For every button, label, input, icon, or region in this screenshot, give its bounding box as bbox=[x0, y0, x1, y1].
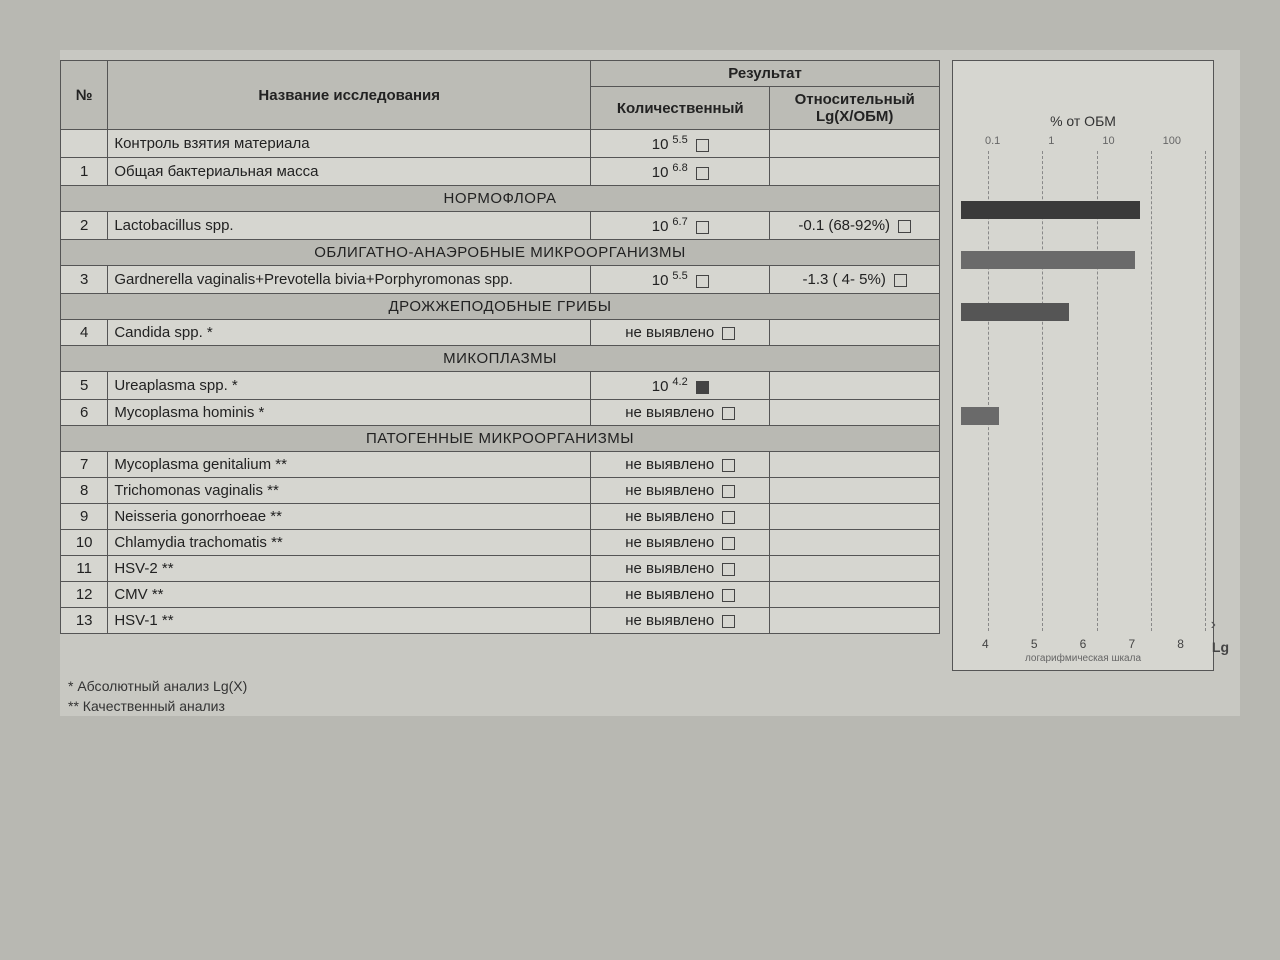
section-header: МИКОПЛАЗМЫ bbox=[61, 346, 940, 372]
col-result-header: Результат bbox=[591, 61, 940, 87]
table-row: 4 Candida spp. * не выявлено bbox=[61, 320, 940, 346]
table-row: 2 Lactobacillus spp. 106.7 -0.1 (68-92%) bbox=[61, 212, 940, 240]
table-row: 12 CMV ** не выявлено bbox=[61, 582, 940, 608]
checkbox-icon bbox=[722, 563, 735, 576]
table-row: 11 HSV-2 ** не выявлено bbox=[61, 556, 940, 582]
checkbox-icon bbox=[894, 274, 907, 287]
table-row: 9 Neisseria gonorrhoeae ** не выявлено bbox=[61, 504, 940, 530]
checkbox-icon bbox=[722, 537, 735, 550]
checkbox-icon bbox=[696, 221, 709, 234]
table-row: 5 Ureaplasma spp. * 104.2 bbox=[61, 372, 940, 400]
table-row: 3 Gardnerella vaginalis+Prevotella bivia… bbox=[61, 266, 940, 294]
checkbox-icon bbox=[722, 327, 735, 340]
footnotes: * Абсолютный анализ Lg(X) ** Качественны… bbox=[60, 677, 1240, 716]
checkbox-icon bbox=[696, 167, 709, 180]
section-header: НОРМОФЛОРА bbox=[61, 186, 940, 212]
table-row: Контроль взятия материала 105.5 bbox=[61, 130, 940, 158]
chart-top-scale: 0.1 1 10 100 bbox=[953, 135, 1213, 151]
checkbox-icon bbox=[722, 589, 735, 602]
checkbox-icon bbox=[696, 381, 709, 394]
checkbox-icon bbox=[696, 275, 709, 288]
footnote-2: ** Качественный анализ bbox=[68, 697, 1240, 717]
checkbox-icon bbox=[722, 459, 735, 472]
results-table: № Название исследования Результат Количе… bbox=[60, 60, 940, 634]
footnote-1: * Абсолютный анализ Lg(X) bbox=[68, 677, 1240, 697]
table-row: 8 Trichomonas vaginalis ** не выявлено bbox=[61, 478, 940, 504]
chart-bottom-axis: 4 5 6 7 8 Lg bbox=[953, 631, 1213, 653]
table-row: 13 HSV-1 ** не выявлено bbox=[61, 608, 940, 634]
chart-bar bbox=[961, 201, 1140, 219]
checkbox-icon bbox=[722, 485, 735, 498]
checkbox-icon bbox=[722, 615, 735, 628]
checkbox-icon bbox=[722, 511, 735, 524]
lg-label: Lg bbox=[1212, 639, 1229, 655]
col-num-header: № bbox=[61, 61, 108, 130]
table-row: 10 Chlamydia trachomatis ** не выявлено bbox=[61, 530, 940, 556]
percent-chart: % от ОБМ 0.1 1 10 100 › 4 5 6 7 8 Lg лог… bbox=[952, 60, 1214, 671]
table-row: 7 Mycoplasma genitalium ** не выявлено bbox=[61, 452, 940, 478]
chart-bar bbox=[961, 407, 999, 425]
chart-subtitle: логарифмическая шкала bbox=[953, 653, 1213, 670]
chart-body bbox=[961, 151, 1205, 631]
checkbox-icon bbox=[898, 220, 911, 233]
checkbox-icon bbox=[696, 139, 709, 152]
report-sheet: № Название исследования Результат Количе… bbox=[60, 50, 1240, 716]
table-row: 6 Mycoplasma hominis * не выявлено bbox=[61, 400, 940, 426]
col-name-header: Название исследования bbox=[108, 61, 591, 130]
col-quant-header: Количественный bbox=[591, 87, 770, 130]
col-rel-header: Относительный Lg(X/ОБМ) bbox=[770, 87, 940, 130]
table-row: 1 Общая бактериальная масса 106.8 bbox=[61, 158, 940, 186]
section-header: ОБЛИГАТНО-АНАЭРОБНЫЕ МИКРООРГАНИЗМЫ bbox=[61, 240, 940, 266]
chart-bar bbox=[961, 251, 1135, 269]
checkbox-icon bbox=[722, 407, 735, 420]
chart-bar bbox=[961, 303, 1069, 321]
chart-title: % от ОБМ bbox=[953, 61, 1213, 135]
section-header: ДРОЖЖЕПОДОБНЫЕ ГРИБЫ bbox=[61, 294, 940, 320]
section-header: ПАТОГЕННЫЕ МИКРООРГАНИЗМЫ bbox=[61, 426, 940, 452]
